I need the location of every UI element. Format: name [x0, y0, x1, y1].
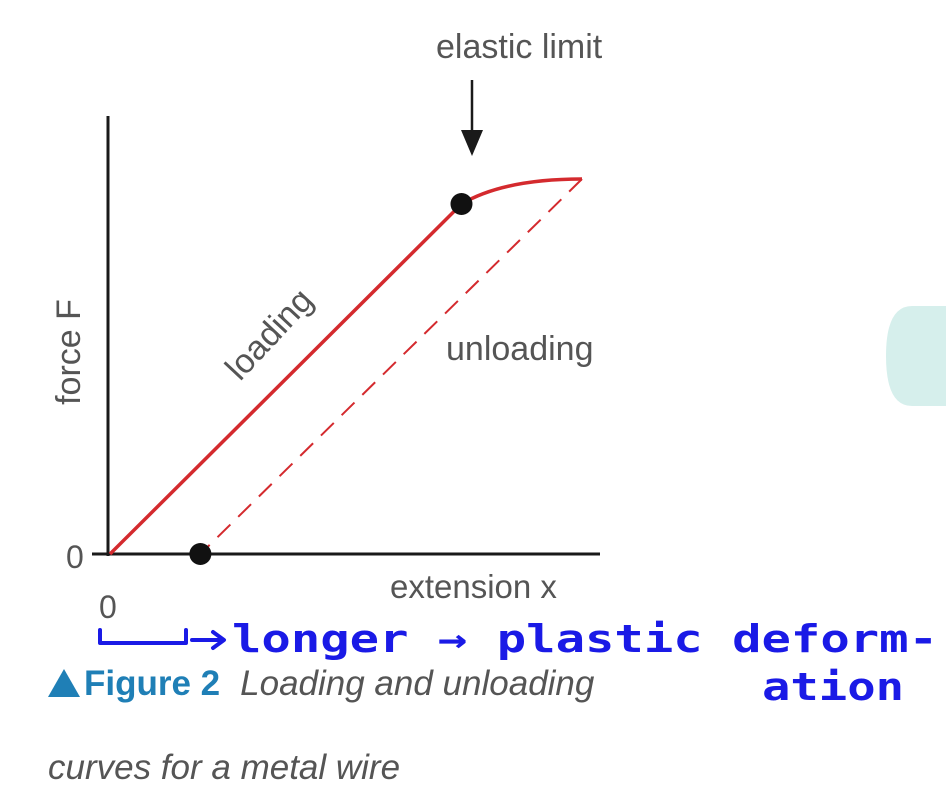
figure-caption: Figure 2 Loading and unloading curves for… [48, 642, 768, 810]
series-unloading-line [199, 178, 583, 555]
decorative-blob [886, 306, 946, 406]
triangle-icon [48, 669, 80, 697]
elastic-limit-arrow-head [461, 130, 483, 156]
x-axis-label: extension x [390, 568, 557, 605]
elastic-limit-label: elastic limit [436, 28, 603, 66]
figure-label: Figure 2 [84, 664, 221, 703]
caption-text-line1: Loading and unloading [240, 664, 595, 703]
permanent-extension-point [189, 543, 212, 565]
loading-label: loading [218, 281, 321, 387]
y-axis-label: force F [50, 299, 88, 405]
handwritten-note-line1: longer → plastic deform- [232, 617, 938, 661]
y-tick-label-0: 0 [66, 539, 84, 575]
x-tick-label-0: 0 [99, 589, 117, 625]
caption-text-line2: curves for a metal wire [48, 748, 401, 787]
handwritten-note-line2: ation [762, 665, 904, 709]
unloading-label: unloading [446, 330, 593, 368]
points-layer [189, 193, 473, 565]
handwritten-bracket [98, 628, 226, 650]
elastic-limit-point [450, 193, 473, 215]
